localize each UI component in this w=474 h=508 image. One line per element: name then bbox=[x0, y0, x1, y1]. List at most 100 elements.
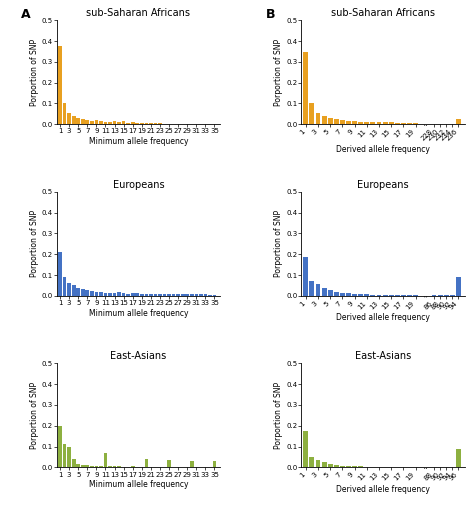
Bar bbox=[456, 277, 461, 296]
Bar bbox=[310, 281, 314, 296]
Bar bbox=[407, 295, 412, 296]
Bar bbox=[76, 288, 80, 296]
Bar bbox=[413, 123, 418, 124]
Bar bbox=[122, 121, 126, 124]
Bar bbox=[376, 121, 382, 124]
Bar bbox=[395, 122, 400, 124]
Bar bbox=[204, 294, 207, 296]
Bar bbox=[401, 122, 406, 124]
Bar bbox=[72, 116, 75, 124]
Y-axis label: Porportion of SNP: Porportion of SNP bbox=[30, 39, 39, 106]
Bar bbox=[340, 466, 345, 467]
Bar bbox=[352, 294, 357, 296]
Bar bbox=[310, 457, 314, 467]
Bar bbox=[213, 461, 216, 467]
Bar bbox=[328, 290, 333, 296]
Bar bbox=[322, 462, 327, 467]
Bar bbox=[181, 294, 184, 296]
Bar bbox=[376, 295, 382, 296]
Bar bbox=[149, 294, 153, 296]
Bar bbox=[63, 444, 66, 467]
Bar bbox=[358, 122, 363, 124]
Bar bbox=[95, 292, 98, 296]
Bar bbox=[303, 51, 308, 124]
Bar bbox=[176, 123, 180, 124]
Title: sub-Saharan Africans: sub-Saharan Africans bbox=[86, 8, 191, 18]
Bar bbox=[76, 464, 80, 467]
Bar bbox=[117, 466, 121, 467]
Bar bbox=[163, 294, 166, 296]
Bar bbox=[346, 293, 351, 296]
Bar bbox=[310, 104, 314, 124]
Bar bbox=[63, 277, 66, 296]
Bar bbox=[185, 294, 189, 296]
Bar bbox=[81, 465, 84, 467]
Bar bbox=[90, 466, 94, 467]
Bar bbox=[72, 459, 75, 467]
Bar bbox=[113, 466, 117, 467]
Bar bbox=[140, 294, 144, 296]
Bar bbox=[90, 291, 94, 296]
Bar bbox=[303, 431, 308, 467]
Bar bbox=[199, 123, 203, 124]
Bar bbox=[131, 466, 135, 467]
Bar bbox=[117, 122, 121, 124]
Bar bbox=[322, 288, 327, 296]
Bar bbox=[199, 294, 203, 296]
Bar bbox=[181, 123, 184, 124]
Bar bbox=[352, 466, 357, 467]
Bar bbox=[316, 460, 320, 467]
Bar bbox=[149, 123, 153, 124]
Bar bbox=[383, 295, 388, 296]
Bar bbox=[328, 464, 333, 467]
Bar bbox=[456, 119, 461, 124]
Title: East-Asians: East-Asians bbox=[355, 351, 411, 361]
Bar bbox=[190, 461, 193, 467]
Bar bbox=[334, 465, 339, 467]
Bar bbox=[172, 294, 175, 296]
Bar bbox=[376, 466, 382, 467]
Text: B: B bbox=[265, 8, 275, 21]
Bar bbox=[383, 122, 388, 124]
Title: sub-Saharan Africans: sub-Saharan Africans bbox=[331, 8, 435, 18]
Bar bbox=[90, 121, 94, 124]
Bar bbox=[322, 116, 327, 124]
X-axis label: Derived allele frequency: Derived allele frequency bbox=[336, 145, 430, 154]
Bar bbox=[213, 295, 216, 296]
Bar bbox=[108, 122, 112, 124]
Bar bbox=[194, 123, 198, 124]
X-axis label: Derived allele frequency: Derived allele frequency bbox=[336, 313, 430, 323]
Bar bbox=[58, 252, 62, 296]
Bar bbox=[99, 121, 103, 124]
Bar bbox=[104, 453, 107, 467]
Bar bbox=[389, 466, 394, 467]
Bar bbox=[176, 294, 180, 296]
Bar bbox=[167, 460, 171, 467]
Bar bbox=[158, 294, 162, 296]
Bar bbox=[104, 121, 107, 124]
Bar bbox=[158, 123, 162, 124]
Bar bbox=[401, 295, 406, 296]
Bar bbox=[371, 466, 375, 467]
Title: Europeans: Europeans bbox=[113, 180, 164, 189]
Title: Europeans: Europeans bbox=[357, 180, 409, 189]
Bar bbox=[365, 122, 369, 124]
Bar bbox=[389, 295, 394, 296]
Bar bbox=[395, 295, 400, 296]
Bar bbox=[85, 120, 89, 124]
Bar bbox=[456, 449, 461, 467]
Bar bbox=[346, 121, 351, 124]
Bar bbox=[365, 294, 369, 296]
Text: A: A bbox=[21, 8, 31, 21]
Bar bbox=[136, 466, 139, 467]
Bar bbox=[185, 123, 189, 124]
Bar bbox=[358, 294, 363, 296]
Bar bbox=[328, 118, 333, 124]
Bar bbox=[99, 466, 103, 467]
Bar bbox=[95, 466, 98, 467]
Bar bbox=[72, 285, 75, 296]
Bar bbox=[131, 293, 135, 296]
Bar bbox=[99, 292, 103, 296]
X-axis label: Minimum allele frequency: Minimum allele frequency bbox=[89, 480, 188, 489]
Y-axis label: Porportion of SNP: Porportion of SNP bbox=[274, 39, 283, 106]
